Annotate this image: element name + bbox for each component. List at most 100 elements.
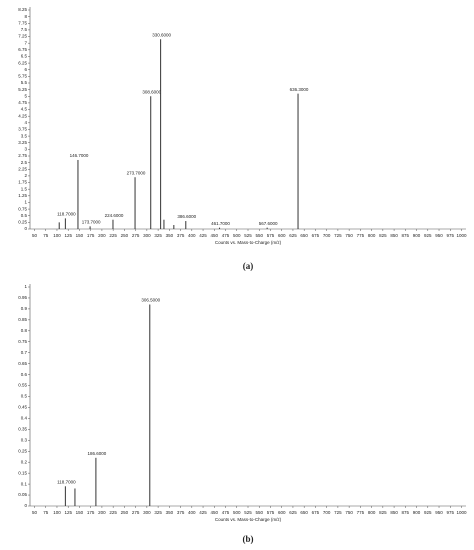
x-tick-label: 600: [278, 510, 286, 515]
peak-label: 636.3000: [290, 87, 309, 92]
peak-label: 330.6000: [152, 32, 171, 37]
y-tick-label: 0.7: [21, 350, 28, 355]
y-tick-label: 7.5: [21, 27, 28, 32]
peak-label: 461.7000: [211, 221, 230, 226]
x-tick-label: 875: [402, 510, 410, 515]
x-tick-label: 450: [211, 233, 219, 238]
y-tick-label: 1: [24, 284, 27, 289]
y-tick-label: 5: [24, 93, 27, 98]
x-tick-label: 450: [211, 510, 219, 515]
x-tick-label: 50: [32, 510, 38, 515]
y-tick-label: 1.75: [18, 180, 27, 185]
x-tick-label: 550: [255, 510, 263, 515]
x-tick-label: 700: [323, 233, 331, 238]
y-tick-label: 1: [24, 200, 27, 205]
x-axis-label: Counts vs. Mass-to-Charge (m/z): [215, 240, 282, 245]
y-tick-label: 0.75: [18, 206, 27, 211]
x-tick-label: 950: [435, 510, 443, 515]
x-tick-label: 425: [199, 233, 207, 238]
x-tick-label: 675: [312, 233, 320, 238]
caption: (a): [243, 261, 254, 271]
x-tick-label: 300: [143, 233, 151, 238]
y-tick-label: 3: [24, 147, 27, 152]
x-tick-label: 275: [132, 510, 140, 515]
y-tick-label: 0.5: [21, 394, 28, 399]
x-tick-label: 750: [345, 233, 353, 238]
x-tick-label: 975: [447, 510, 455, 515]
y-tick-label: 0.85: [18, 317, 27, 322]
x-tick-label: 100: [53, 233, 61, 238]
y-tick-label: 0.95: [18, 295, 27, 300]
y-tick-label: 1.25: [18, 193, 27, 198]
x-tick-label: 875: [402, 233, 410, 238]
y-tick-label: 0.25: [18, 448, 27, 453]
y-tick-label: 0.55: [18, 383, 27, 388]
y-tick-label: 8: [24, 14, 27, 19]
y-tick-label: 0.75: [18, 339, 27, 344]
x-tick-label: 175: [87, 510, 95, 515]
y-tick-label: 8.25: [18, 7, 27, 12]
y-tick-label: 0.3: [21, 437, 28, 442]
peak-label: 386.6000: [177, 214, 196, 219]
y-tick-label: 2.75: [18, 153, 27, 158]
caption: (b): [243, 534, 254, 544]
x-tick-label: 900: [413, 510, 421, 515]
x-tick-label: 50: [32, 233, 38, 238]
x-tick-label: 575: [267, 510, 275, 515]
y-tick-label: 3.5: [21, 133, 28, 138]
x-tick-label: 325: [154, 510, 162, 515]
y-tick-label: 7: [24, 40, 27, 45]
x-tick-label: 525: [244, 510, 252, 515]
x-tick-label: 300: [143, 510, 151, 515]
x-tick-label: 225: [109, 510, 117, 515]
x-tick-label: 400: [188, 510, 196, 515]
peak-label: 567.6000: [259, 221, 278, 226]
y-tick-label: 0.25: [18, 220, 27, 225]
x-tick-label: 700: [323, 510, 331, 515]
x-tick-label: 150: [76, 510, 84, 515]
x-tick-label: 75: [43, 233, 49, 238]
x-tick-label: 375: [177, 510, 185, 515]
x-tick-label: 1000: [456, 233, 467, 238]
peak-label: 146.7000: [70, 153, 89, 158]
x-tick-label: 900: [413, 233, 421, 238]
y-tick-label: 4.25: [18, 113, 27, 118]
x-tick-label: 100: [53, 510, 61, 515]
x-tick-label: 650: [300, 510, 308, 515]
x-tick-label: 1000: [456, 510, 467, 515]
y-tick-label: 0.05: [18, 492, 27, 497]
x-tick-label: 925: [424, 510, 432, 515]
x-tick-label: 825: [379, 233, 387, 238]
y-tick-label: 4.5: [21, 107, 28, 112]
x-tick-label: 175: [87, 233, 95, 238]
x-tick-label: 350: [166, 510, 174, 515]
y-tick-label: 5.75: [18, 74, 27, 79]
x-tick-label: 400: [188, 233, 196, 238]
y-tick-label: 0: [24, 226, 27, 231]
x-tick-label: 575: [267, 233, 275, 238]
x-tick-label: 625: [289, 510, 297, 515]
x-tick-label: 325: [154, 233, 162, 238]
y-tick-label: 2.5: [21, 160, 28, 165]
x-tick-label: 825: [379, 510, 387, 515]
y-tick-label: 0.6: [21, 372, 28, 377]
y-tick-label: 0.2: [21, 459, 28, 464]
x-tick-label: 800: [368, 233, 376, 238]
x-tick-label: 750: [345, 510, 353, 515]
y-tick-label: 6.5: [21, 54, 28, 59]
x-tick-label: 275: [132, 233, 140, 238]
y-tick-label: 6.25: [18, 60, 27, 65]
x-tick-label: 125: [64, 510, 72, 515]
x-tick-label: 125: [64, 233, 72, 238]
peak-label: 273.7000: [127, 170, 146, 175]
y-tick-label: 4.75: [18, 100, 27, 105]
x-tick-label: 850: [390, 233, 398, 238]
x-tick-label: 250: [121, 510, 129, 515]
y-tick-label: 0.45: [18, 405, 27, 410]
peak-label: 118.7000: [57, 479, 76, 484]
x-tick-label: 525: [244, 233, 252, 238]
peak-label: 308.6000: [142, 89, 161, 94]
x-tick-label: 775: [357, 510, 365, 515]
x-tick-label: 150: [76, 233, 84, 238]
